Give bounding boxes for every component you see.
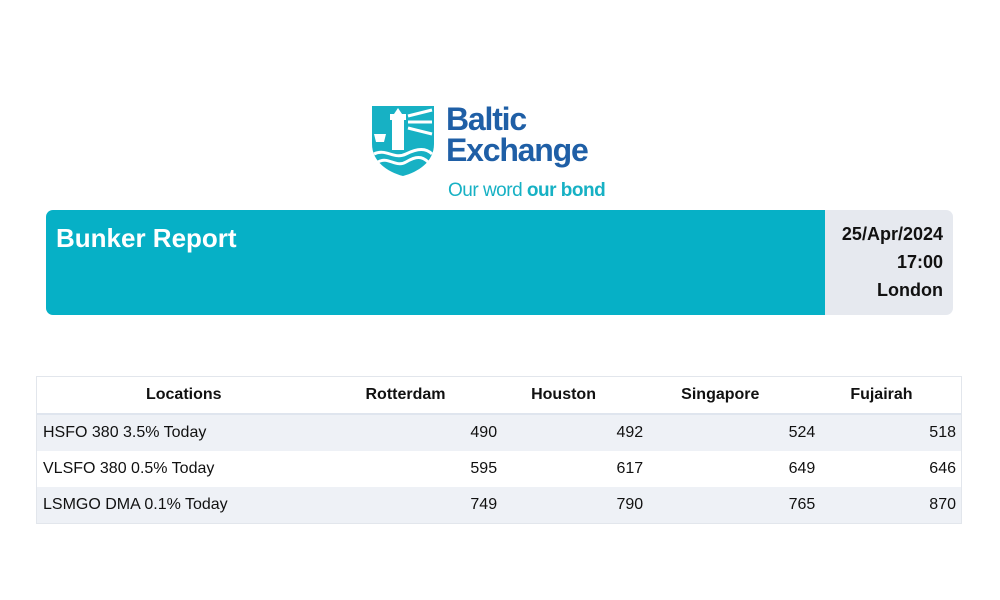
cell-fujairah: 870 xyxy=(815,487,961,523)
tagline-part-2: our bond xyxy=(526,180,606,201)
bunker-price-table: Locations Rotterdam Houston Singapore Fu… xyxy=(36,376,962,524)
header-singapore: Singapore xyxy=(643,377,816,415)
header-rotterdam: Rotterdam xyxy=(330,377,498,415)
cell-singapore: 765 xyxy=(643,487,816,523)
cell-rotterdam: 749 xyxy=(330,487,498,523)
cell-fujairah: 646 xyxy=(929,460,956,477)
report-date: 25/Apr/2024 xyxy=(841,224,943,244)
brand-name: Baltic Exchange xyxy=(446,101,589,168)
cell-rotterdam: 490 xyxy=(330,414,498,451)
tagline-part-1: Our word xyxy=(448,180,527,201)
report-time: 17:00 xyxy=(896,252,943,272)
brand-line-1: Baltic xyxy=(446,101,527,137)
table-header-row: Locations Rotterdam Houston Singapore Fu… xyxy=(37,377,961,415)
row-label: HSFO 380 3.5% Today xyxy=(37,414,331,451)
cell-singapore: 524 xyxy=(643,414,816,451)
cell-singapore: 649 xyxy=(788,460,816,477)
cell-houston: 790 xyxy=(497,487,644,523)
baltic-exchange-logo: Baltic Exchange Our word our bond xyxy=(370,101,640,206)
header-fujairah: Fujairah xyxy=(815,377,961,415)
row-label: VLSFO 380 0.5% Today xyxy=(43,460,215,477)
cell-houston: 492 xyxy=(497,414,644,451)
header-locations: Locations xyxy=(37,377,331,415)
brand-line-2: Exchange xyxy=(446,132,589,168)
report-location: London xyxy=(877,280,943,300)
table-row: VLSFO 380 0.5% Today 595 617 649 646 xyxy=(37,451,961,487)
lighthouse-shield-icon xyxy=(372,106,434,176)
report-banner: Bunker Report 25/Apr/2024 17:00 London xyxy=(46,210,953,315)
tagline: Our word our bond xyxy=(448,180,606,202)
cell-houston: 617 xyxy=(616,460,644,477)
price-table: Locations Rotterdam Houston Singapore Fu… xyxy=(37,377,961,523)
cell-fujairah: 518 xyxy=(815,414,961,451)
report-meta: 25/Apr/2024 17:00 London xyxy=(825,210,953,315)
table-row: LSMGO DMA 0.1% Today 749 790 765 870 xyxy=(37,487,961,523)
table-row: HSFO 380 3.5% Today 490 492 524 518 xyxy=(37,414,961,451)
banner-title-area: Bunker Report xyxy=(46,210,825,315)
report-title: Bunker Report xyxy=(56,223,237,253)
row-label: LSMGO DMA 0.1% Today xyxy=(37,487,331,523)
cell-rotterdam: 595 xyxy=(470,460,498,477)
header-houston: Houston xyxy=(497,377,644,415)
